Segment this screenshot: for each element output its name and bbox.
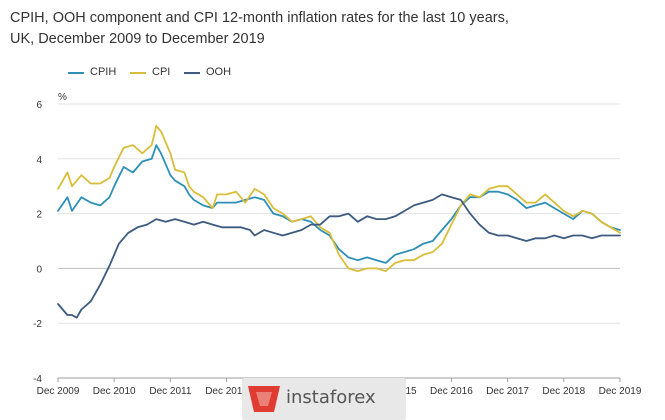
y-tick-label: 6: [36, 100, 42, 111]
legend-label-ooh: OOH: [206, 66, 232, 78]
series-line-cpih: [57, 144, 621, 264]
chart-title-line-1: CPIH, OOH component and CPI 12-month inf…: [10, 10, 509, 26]
legend-swatch-cpih: [68, 72, 84, 74]
legend-label-cpi: CPI: [152, 66, 171, 78]
watermark-text: instaforex: [286, 387, 376, 408]
y-tick-label: 0: [36, 264, 42, 275]
legend-swatch-ooh: [184, 72, 200, 74]
x-tick-label: Dec 2016: [430, 386, 473, 397]
y-tick-label: 4: [36, 155, 42, 166]
x-tick-label: Dec 2018: [542, 386, 585, 397]
legend-swatch-cpi: [130, 72, 146, 74]
x-tick-label: Dec 2017: [486, 386, 529, 397]
chart-title-line-2: UK, December 2009 to December 2019: [10, 31, 265, 47]
x-tick-label: Dec 2012: [205, 386, 248, 397]
y-tick-label: -2: [33, 319, 42, 330]
series-line-cpi: [57, 125, 621, 272]
x-tick-label: Dec 2011: [149, 386, 192, 397]
watermark: instaforex: [242, 378, 406, 420]
chart-title: CPIH, OOH component and CPI 12-month inf…: [10, 8, 660, 50]
watermark-logo-icon: [248, 386, 280, 412]
series-line-ooh: [57, 193, 621, 319]
y-tick-label: 2: [36, 210, 42, 221]
x-tick-label: Dec 2009: [37, 386, 80, 397]
x-tick-label: Dec 2010: [93, 386, 136, 397]
x-tick-label: Dec 2019: [599, 386, 642, 397]
legend-label-cpih: CPIH: [90, 66, 117, 78]
y-tick-label: -4: [33, 374, 42, 385]
y-axis-unit-label: %: [58, 92, 67, 103]
